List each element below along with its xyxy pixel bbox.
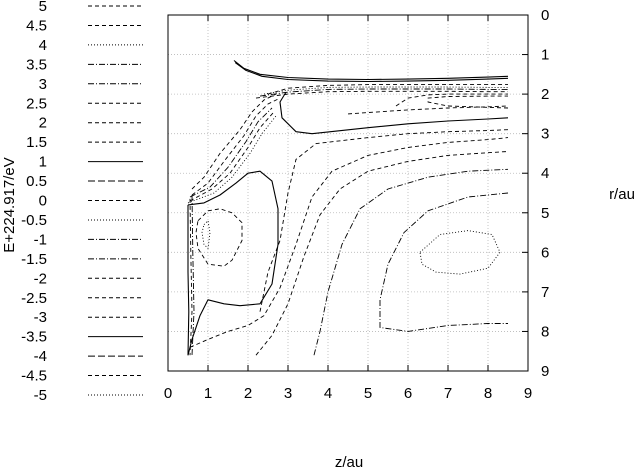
x-tick-label: 6 <box>404 385 412 402</box>
r-tick-label: 8 <box>541 323 549 340</box>
x-tick-label: 5 <box>364 385 372 402</box>
legend-label: -1.5 <box>21 251 47 268</box>
contour-line <box>395 93 508 107</box>
r-tick-label: 9 <box>541 363 549 380</box>
contour-line <box>255 90 508 99</box>
legend-label: 3 <box>39 76 47 93</box>
contour-line <box>187 115 277 204</box>
legend-label: 2 <box>39 115 47 132</box>
legend-label: -4 <box>34 348 47 365</box>
contour-line <box>427 95 509 109</box>
x-tick-label: 1 <box>204 385 212 402</box>
x-tick-label: 9 <box>524 385 532 402</box>
legend-label: -1 <box>34 231 47 248</box>
legend-label: 0.5 <box>26 173 47 190</box>
x-tick-label: 0 <box>164 385 172 402</box>
x-tick-label: 8 <box>484 385 492 402</box>
contour-line <box>419 230 501 275</box>
r-tick-label: 2 <box>541 86 549 103</box>
legend-label: -4.5 <box>21 368 47 385</box>
r-tick-label: 3 <box>541 126 549 143</box>
r-tick-label: 6 <box>541 244 549 261</box>
legend: 5 4.5 4 3.5 3 2.5 2 1.5 1 0.5 0 -0.5 -1 -1.5 -2 -2.5 -3 -… <box>21 0 143 404</box>
legend-label: -2 <box>34 270 47 287</box>
contour-line <box>189 111 275 202</box>
plot-frame <box>167 14 529 372</box>
legend-label: -5 <box>34 387 47 404</box>
r-axis-ticks: 0 1 2 3 4 5 6 7 8 9 <box>522 7 549 380</box>
y-axis-label: E+224.917/eV <box>1 157 18 253</box>
x-tick-label: 2 <box>244 385 252 402</box>
x-tick-label: 7 <box>444 385 452 402</box>
legend-label: 4.5 <box>26 17 47 34</box>
legend-label: 2.5 <box>26 95 47 112</box>
legend-label: 3.5 <box>26 56 47 73</box>
contour-line <box>189 198 193 356</box>
legend-label: -3 <box>34 309 47 326</box>
contour-line <box>233 60 509 81</box>
r-tick-label: 4 <box>541 165 549 182</box>
contour-line <box>189 137 509 348</box>
contour-line <box>187 170 279 356</box>
r-tick-label: 7 <box>541 284 549 301</box>
legend-label: 5 <box>39 0 47 15</box>
contour-line <box>195 208 243 267</box>
contour-curves <box>187 60 509 356</box>
contour-line <box>279 91 509 135</box>
x-axis-label: z/au <box>335 454 363 468</box>
contour-line <box>379 192 509 332</box>
legend-label: 0 <box>39 193 47 210</box>
contour-line <box>259 88 508 97</box>
legend-label: 1.5 <box>26 134 47 151</box>
r-axis-label: r/au <box>609 186 635 203</box>
contour-line <box>201 220 211 249</box>
contour-line <box>234 62 509 83</box>
legend-label: 4 <box>39 37 47 54</box>
contour-line <box>191 97 281 196</box>
r-tick-label: 5 <box>541 205 549 222</box>
contour-line <box>267 84 508 95</box>
contour-line <box>255 151 509 356</box>
contour-line <box>259 129 509 312</box>
contour-line <box>187 204 190 356</box>
x-tick-label: 4 <box>324 385 332 402</box>
contour-line <box>191 93 277 190</box>
legend-label: -0.5 <box>21 212 47 229</box>
r-tick-label: 0 <box>541 7 549 24</box>
contour-line <box>347 105 509 115</box>
x-tick-label: 3 <box>284 385 292 402</box>
legend-label: 1 <box>39 154 47 171</box>
r-tick-label: 1 <box>541 47 549 64</box>
legend-label: -2.5 <box>21 290 47 307</box>
contour-line <box>263 86 508 95</box>
x-axis-ticks: 0 1 2 3 4 5 6 7 8 9 <box>164 15 532 402</box>
contour-line <box>313 168 509 356</box>
legend-label: -3.5 <box>21 329 47 346</box>
